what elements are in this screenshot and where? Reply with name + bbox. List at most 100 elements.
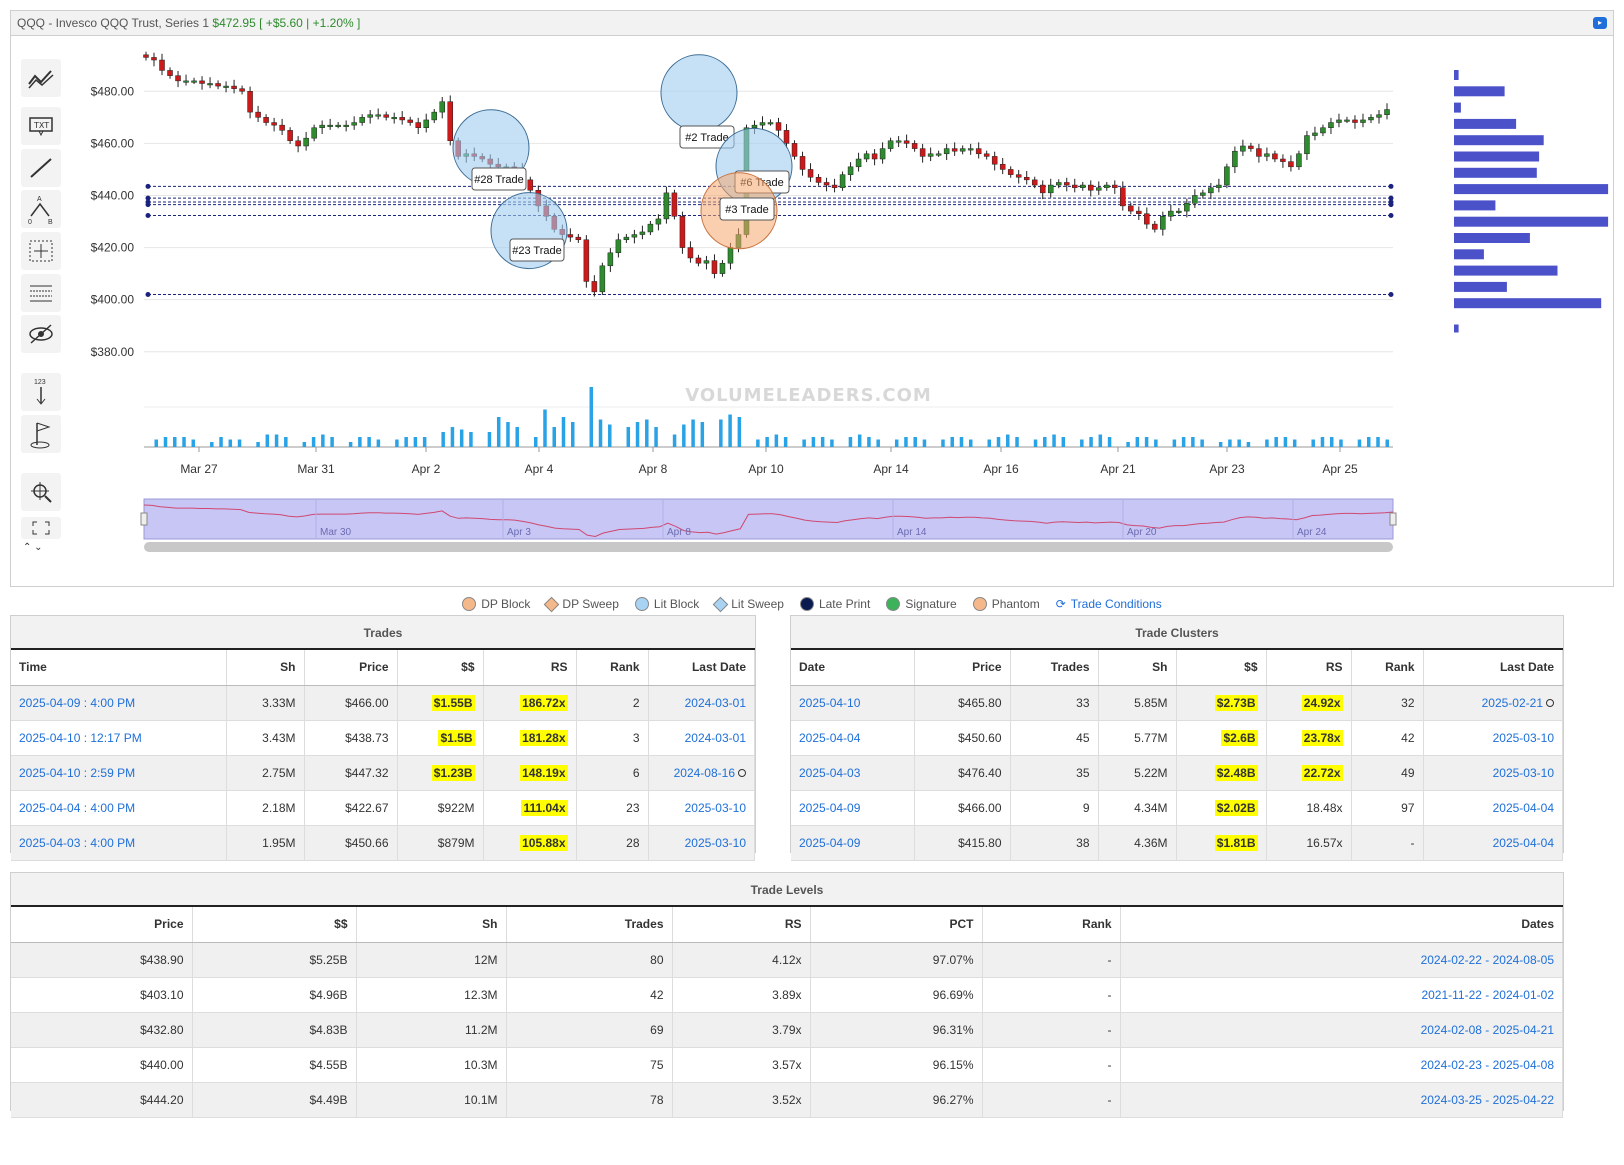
table-cell[interactable]: 2025-03-10: [648, 825, 755, 861]
table-cell[interactable]: 2025-04-09: [791, 790, 915, 826]
column-header[interactable]: Date: [791, 650, 915, 686]
horizontal-lines-icon[interactable]: [21, 274, 61, 312]
table-cell[interactable]: 2025-04-04: [1423, 825, 1563, 861]
column-header[interactable]: Rank: [1351, 650, 1424, 686]
table-link[interactable]: 2025-04-04: [1492, 800, 1554, 815]
crosshair-box-icon[interactable]: [21, 232, 61, 270]
table-cell[interactable]: 2024-02-23 - 2025-04-08: [1120, 1047, 1563, 1083]
column-header[interactable]: Trades: [506, 907, 673, 943]
column-header[interactable]: Last Date: [1423, 650, 1563, 686]
table-link[interactable]: 2024-08-16: [673, 765, 735, 780]
table-link[interactable]: 2025-04-03 : 4:00 PM: [19, 835, 136, 850]
table-cell[interactable]: 2025-04-09 : 4:00 PM: [11, 685, 227, 721]
table-cell[interactable]: 2025-04-10 : 12:17 PM: [11, 720, 227, 756]
number-arrow-icon[interactable]: 123: [21, 373, 61, 411]
column-header[interactable]: Sh: [356, 907, 507, 943]
table-cell[interactable]: 2025-02-21: [1423, 685, 1563, 721]
table-cell[interactable]: 2024-02-08 - 2025-04-21: [1120, 1012, 1563, 1048]
table-cell[interactable]: 2024-08-16: [648, 755, 755, 791]
table-link[interactable]: 2025-04-10: [799, 695, 861, 710]
table-link[interactable]: 2025-04-04 : 4:00 PM: [19, 800, 136, 815]
table-link[interactable]: 2025-04-09 : 4:00 PM: [19, 695, 136, 710]
legend-item[interactable]: Lit Block: [634, 597, 699, 611]
table-link[interactable]: 2025-04-03: [799, 765, 861, 780]
table-cell[interactable]: 2025-04-10 : 2:59 PM: [11, 755, 227, 791]
column-header[interactable]: RS: [672, 907, 811, 943]
legend-item[interactable]: DP Block: [462, 597, 530, 611]
scroll-arrows-icon[interactable]: ⌃ ⌄: [23, 542, 43, 553]
column-header[interactable]: Trades: [1010, 650, 1099, 686]
legend-item[interactable]: Signature: [886, 597, 957, 611]
zoom-tool-icon[interactable]: [21, 473, 61, 511]
legend-item[interactable]: Late Print: [799, 597, 870, 611]
table-cell[interactable]: 2025-04-04 : 4:00 PM: [11, 790, 227, 826]
column-header[interactable]: Dates: [1120, 907, 1563, 943]
trend-line-icon[interactable]: [21, 59, 61, 97]
table-link[interactable]: 2025-04-09: [799, 800, 861, 815]
table-link[interactable]: 2025-04-04: [1492, 835, 1554, 850]
legend-item[interactable]: DP Sweep: [544, 596, 619, 612]
fibonacci-icon[interactable]: A 0 B: [21, 190, 61, 228]
navigator-handle-right[interactable]: [1389, 512, 1397, 526]
flag-icon[interactable]: [21, 415, 61, 453]
legend-item[interactable]: Lit Sweep: [712, 596, 784, 612]
column-header[interactable]: RS: [1266, 650, 1352, 686]
table-link[interactable]: 2025-04-04: [799, 730, 861, 745]
column-header[interactable]: Last Date: [648, 650, 755, 686]
table-link[interactable]: 2024-02-22 - 2024-08-05: [1420, 952, 1554, 967]
table-cell[interactable]: 2025-04-03 : 4:00 PM: [11, 825, 227, 861]
text-tool-icon[interactable]: TXT: [21, 107, 61, 145]
column-header[interactable]: $$: [192, 907, 357, 943]
table-link[interactable]: 2025-03-10: [1492, 730, 1554, 745]
table-link[interactable]: 2021-11-22 - 2024-01-02: [1421, 987, 1554, 1002]
price-chart[interactable]: $480.00 $460.00 $440.00 $420.00 $400.00 $380.…: [71, 37, 1611, 582]
table-link[interactable]: 2025-04-10 : 12:17 PM: [19, 730, 142, 745]
expand-icon[interactable]: ▸: [1593, 17, 1607, 29]
table-link[interactable]: 2024-03-25 - 2025-04-22: [1420, 1092, 1554, 1107]
table-cell[interactable]: 2025-03-10: [1423, 720, 1563, 756]
table-link[interactable]: 2025-03-10: [684, 835, 746, 850]
column-header[interactable]: Rank: [982, 907, 1121, 943]
table-link[interactable]: 2024-03-01: [684, 730, 746, 745]
column-header[interactable]: Time: [11, 650, 227, 686]
table-cell[interactable]: 2021-11-22 - 2024-01-02: [1120, 977, 1563, 1013]
table-cell[interactable]: 2025-04-10: [791, 685, 915, 721]
table-link[interactable]: 2025-04-09: [799, 835, 861, 850]
table-cell[interactable]: 2025-04-04: [1423, 790, 1563, 826]
table-cell[interactable]: 2024-03-01: [648, 685, 755, 721]
table-cell[interactable]: 2025-04-09: [791, 825, 915, 861]
column-header[interactable]: $$: [1176, 650, 1267, 686]
legend-item[interactable]: Phantom: [972, 597, 1040, 611]
navigator-handle-left[interactable]: [140, 512, 148, 526]
column-header[interactable]: PCT: [810, 907, 983, 943]
table-cell[interactable]: 2025-04-04: [791, 720, 915, 756]
column-header[interactable]: Sh: [1098, 650, 1177, 686]
table-cell[interactable]: 2025-03-10: [1423, 755, 1563, 791]
hide-icon[interactable]: [21, 315, 61, 353]
legend-item[interactable]: ⟳ Trade Conditions: [1056, 597, 1162, 611]
table-cell[interactable]: 2025-04-03: [791, 755, 915, 791]
column-header[interactable]: Price: [11, 907, 193, 943]
table-cell[interactable]: 2025-03-10: [648, 790, 755, 826]
table-cell[interactable]: 2024-03-01: [648, 720, 755, 756]
column-header[interactable]: Rank: [576, 650, 649, 686]
column-header[interactable]: RS: [483, 650, 577, 686]
cell-value: $1.23B: [431, 764, 475, 781]
scrollbar[interactable]: [144, 542, 1393, 552]
table-link[interactable]: 2024-02-08 - 2025-04-21: [1420, 1022, 1554, 1037]
cell-value: 80: [650, 952, 664, 967]
table-cell[interactable]: 2024-03-25 - 2025-04-22: [1120, 1082, 1563, 1118]
column-header[interactable]: Price: [914, 650, 1011, 686]
fullscreen-icon[interactable]: [21, 517, 61, 539]
line-tool-icon[interactable]: [21, 149, 61, 187]
column-header[interactable]: Price: [304, 650, 398, 686]
table-cell[interactable]: 2024-02-22 - 2024-08-05: [1120, 942, 1563, 978]
table-link[interactable]: 2025-03-10: [1492, 765, 1554, 780]
table-link[interactable]: 2025-03-10: [684, 800, 746, 815]
column-header[interactable]: $$: [397, 650, 484, 686]
table-link[interactable]: 2025-02-21: [1481, 695, 1543, 710]
table-link[interactable]: 2024-03-01: [684, 695, 746, 710]
table-link[interactable]: 2024-02-23 - 2025-04-08: [1420, 1057, 1554, 1072]
column-header[interactable]: Sh: [226, 650, 305, 686]
table-link[interactable]: 2025-04-10 : 2:59 PM: [19, 765, 136, 780]
